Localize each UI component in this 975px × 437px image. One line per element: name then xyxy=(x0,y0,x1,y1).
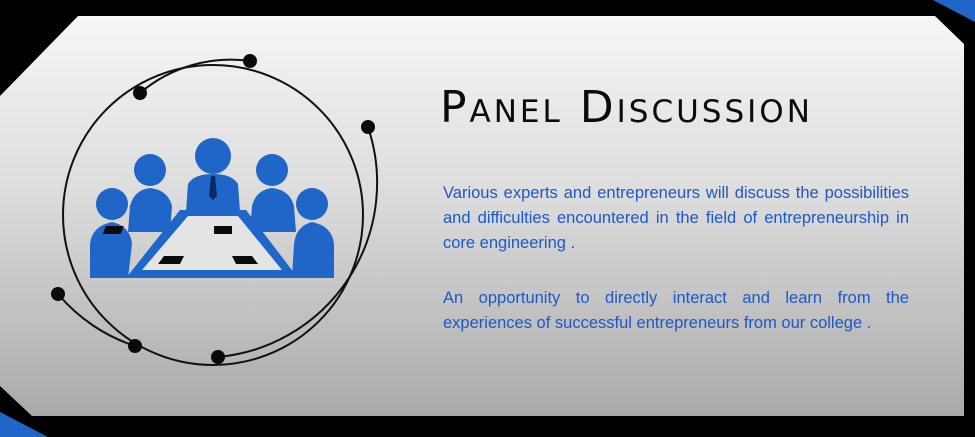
table-papers xyxy=(102,226,258,264)
orbit-rings xyxy=(57,58,379,366)
orbit-dots xyxy=(51,54,375,364)
corner-accent-bottom-left xyxy=(0,412,48,437)
gray-panel xyxy=(0,16,964,416)
corner-accent-top-right xyxy=(933,0,975,22)
description-paragraph-2: An opportunity to directly interact and … xyxy=(443,289,909,332)
tie-shape xyxy=(209,176,217,200)
description-paragraph-1: Various experts and entrepreneurs will d… xyxy=(443,184,909,252)
page-title: Panel Discussion xyxy=(440,82,813,133)
